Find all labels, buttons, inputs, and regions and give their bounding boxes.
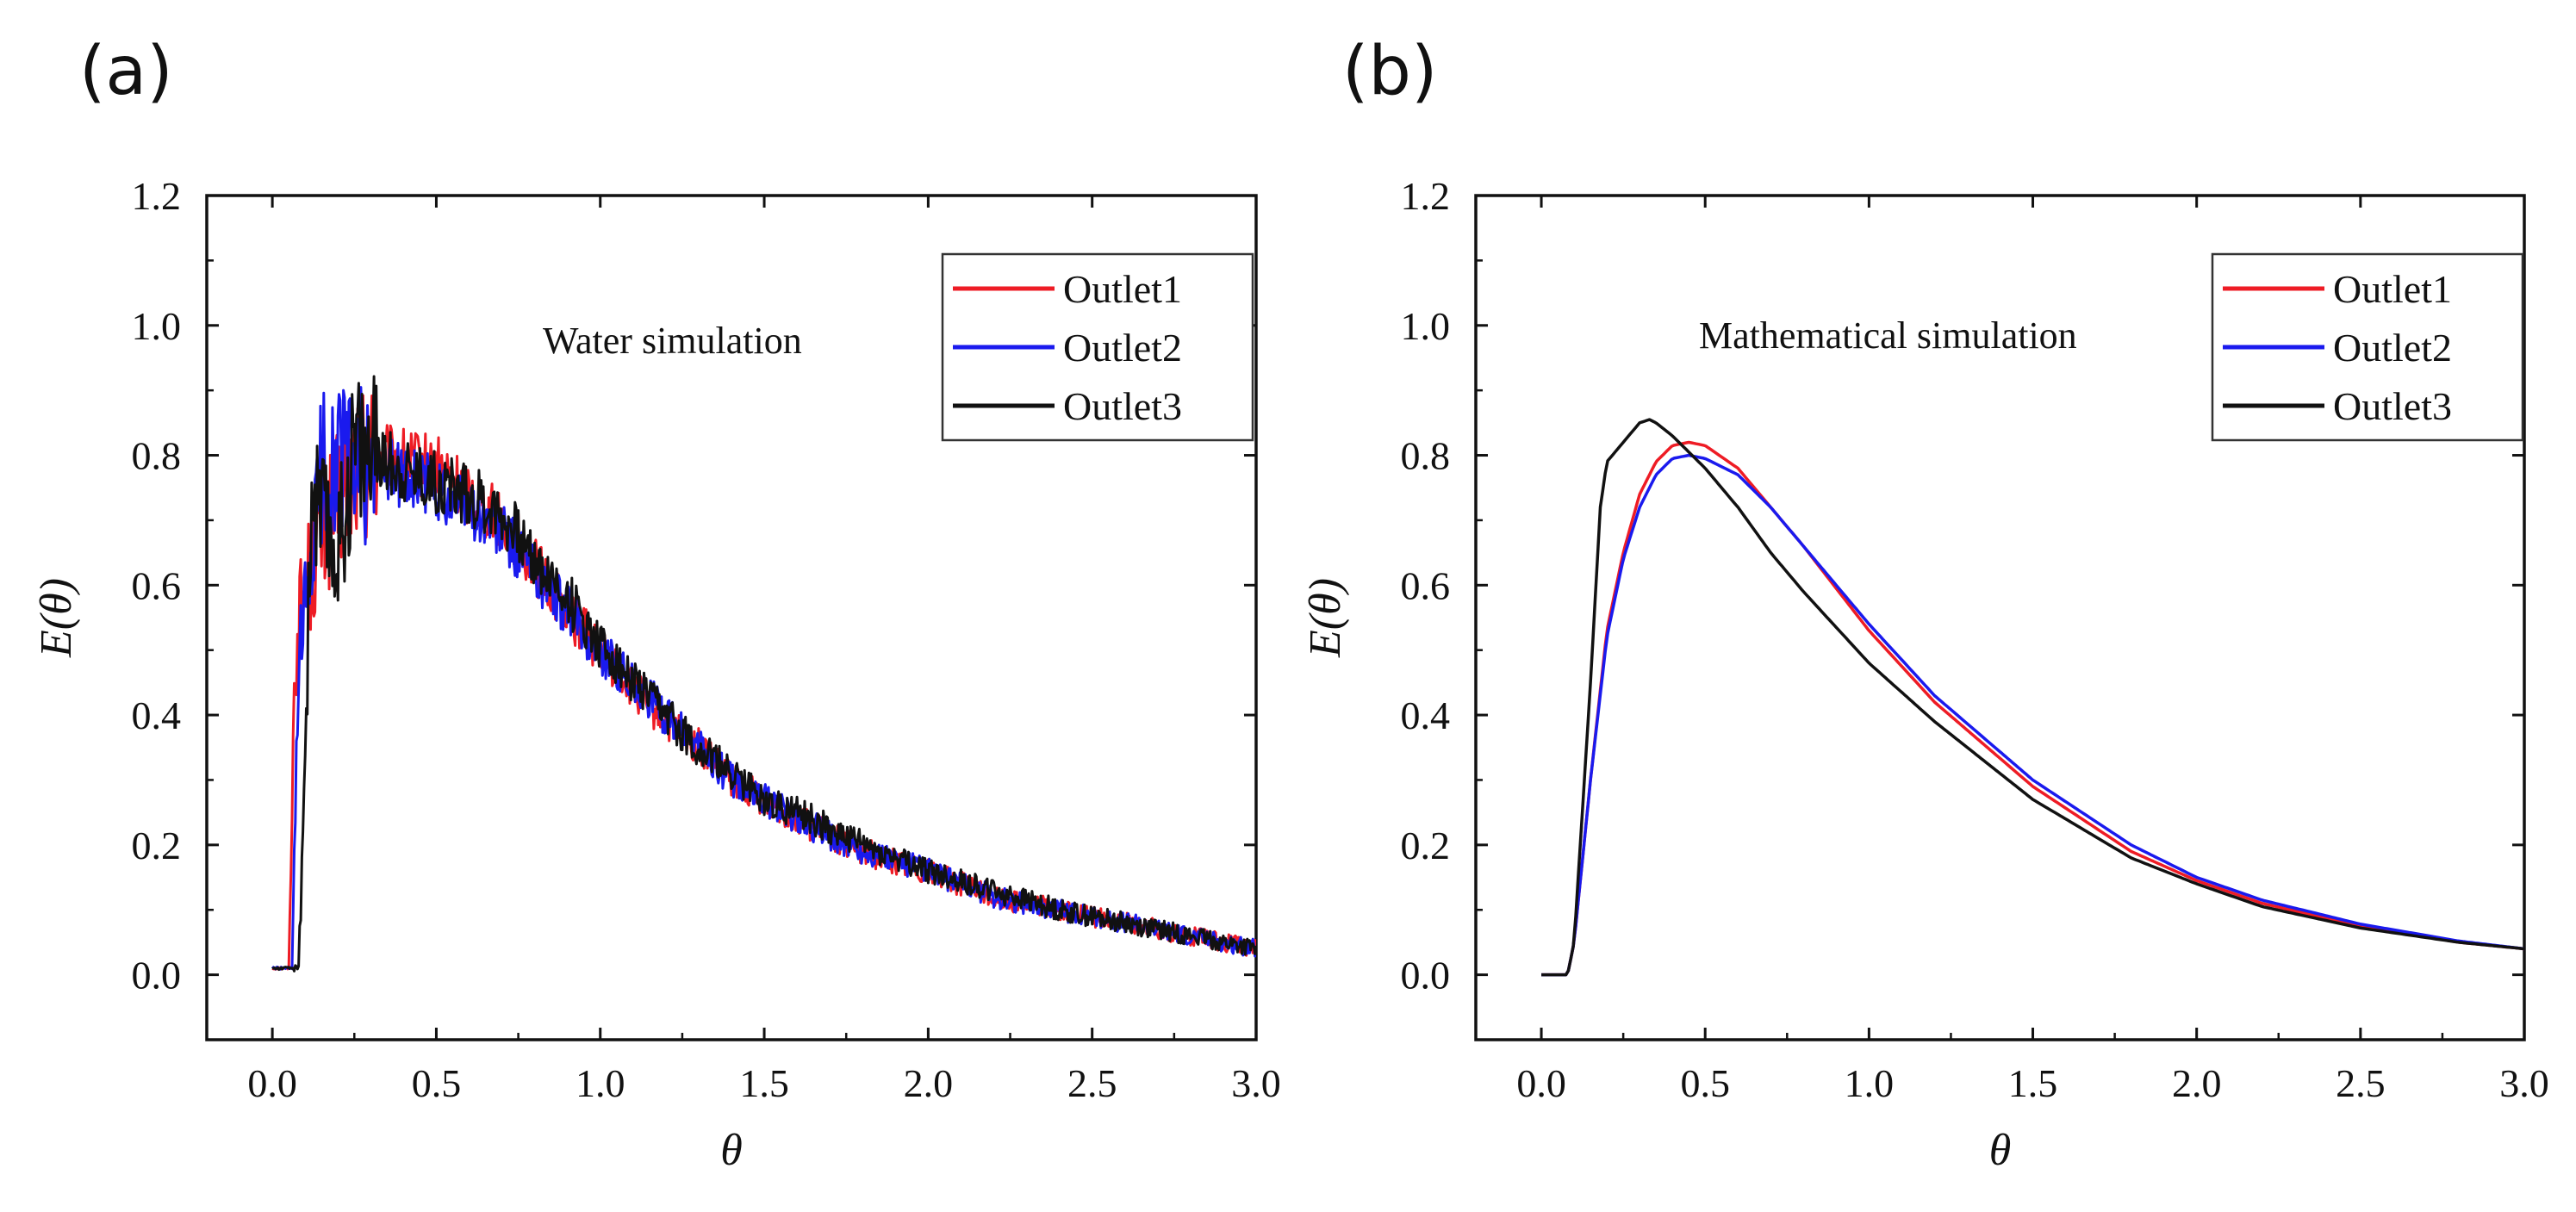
- panel-label-a: (a): [79, 33, 173, 110]
- legend-label: Outlet1: [2333, 267, 2452, 311]
- y-tick-label: 0.8: [1401, 434, 1451, 478]
- x-tick-label: 2.0: [904, 1061, 954, 1105]
- y-tick-label: 1.2: [132, 174, 182, 218]
- x-tick-label: 1.0: [576, 1061, 625, 1105]
- plot-frame: [1474, 194, 2526, 1041]
- y-axis-label: E(θ): [32, 578, 81, 658]
- x-tick-label: 2.5: [2336, 1061, 2386, 1105]
- y-tick-label: 0.2: [1401, 824, 1451, 867]
- y-tick-label: 0.4: [1401, 693, 1451, 737]
- x-tick-label: 1.5: [739, 1061, 789, 1105]
- x-tick-label: 2.0: [2172, 1061, 2222, 1105]
- series-line-outlet1: [1541, 440, 2524, 977]
- x-tick-label: 0.5: [412, 1061, 462, 1105]
- x-tick-label: 0.0: [1516, 1061, 1566, 1105]
- y-tick-label: 1.0: [1401, 304, 1451, 348]
- y-tick-label: 0.6: [132, 563, 182, 607]
- y-tick-label: 0.0: [1401, 954, 1451, 998]
- legend-label: Outlet2: [2333, 326, 2452, 370]
- x-tick-label: 2.5: [1067, 1061, 1117, 1105]
- legend-label: Outlet3: [1063, 384, 1182, 428]
- y-tick-label: 1.2: [1401, 174, 1451, 218]
- y-tick-label: 1.0: [132, 304, 182, 348]
- x-tick-label: 0.5: [1680, 1061, 1730, 1105]
- x-axis-label: θ: [720, 1126, 743, 1175]
- panel-label-b: (b): [1342, 33, 1438, 110]
- x-tick-label: 3.0: [2499, 1061, 2549, 1105]
- chart-annotation: Water simulation: [543, 320, 802, 362]
- chart-annotation: Mathematical simulation: [1699, 314, 2077, 357]
- y-tick-label: 0.6: [1401, 563, 1451, 607]
- legend: Outlet1 Outlet2 Outlet3: [941, 252, 1254, 442]
- y-tick-label: 0.8: [132, 434, 182, 478]
- x-tick-label: 0.0: [247, 1061, 297, 1105]
- legend: Outlet1 Outlet2 Outlet3: [2211, 252, 2524, 442]
- chart-panel-a: 0.0 0.5 1.0 1.5 2.0 2.5 3.0 0.0 0.2 0.4 0.6 0.8 1.0 1…: [32, 174, 1281, 1175]
- x-tick-label: 3.0: [1231, 1061, 1281, 1105]
- plot-frame: [205, 194, 1258, 1041]
- legend-label: Outlet3: [2333, 384, 2452, 428]
- y-axis-label: E(θ): [1301, 578, 1350, 658]
- x-tick-label: 1.0: [1845, 1061, 1895, 1105]
- y-tick-label: 0.0: [132, 954, 182, 998]
- series-line-outlet2: [1541, 453, 2524, 977]
- series-line-outlet3: [271, 375, 1256, 973]
- x-tick-label: 1.5: [2008, 1061, 2058, 1105]
- legend-label: Outlet2: [1063, 326, 1182, 370]
- y-tick-label: 0.4: [132, 693, 182, 737]
- x-axis-label: θ: [1989, 1126, 2012, 1175]
- legend-label: Outlet1: [1063, 267, 1182, 311]
- series-line-outlet3: [1541, 418, 2524, 977]
- chart-panel-b: 0.0 0.5 1.0 1.5 2.0 2.5 3.0 0.0 0.2 0.4 0.6 0.8 1.0 1…: [1301, 174, 2549, 1175]
- y-tick-label: 0.2: [132, 824, 182, 867]
